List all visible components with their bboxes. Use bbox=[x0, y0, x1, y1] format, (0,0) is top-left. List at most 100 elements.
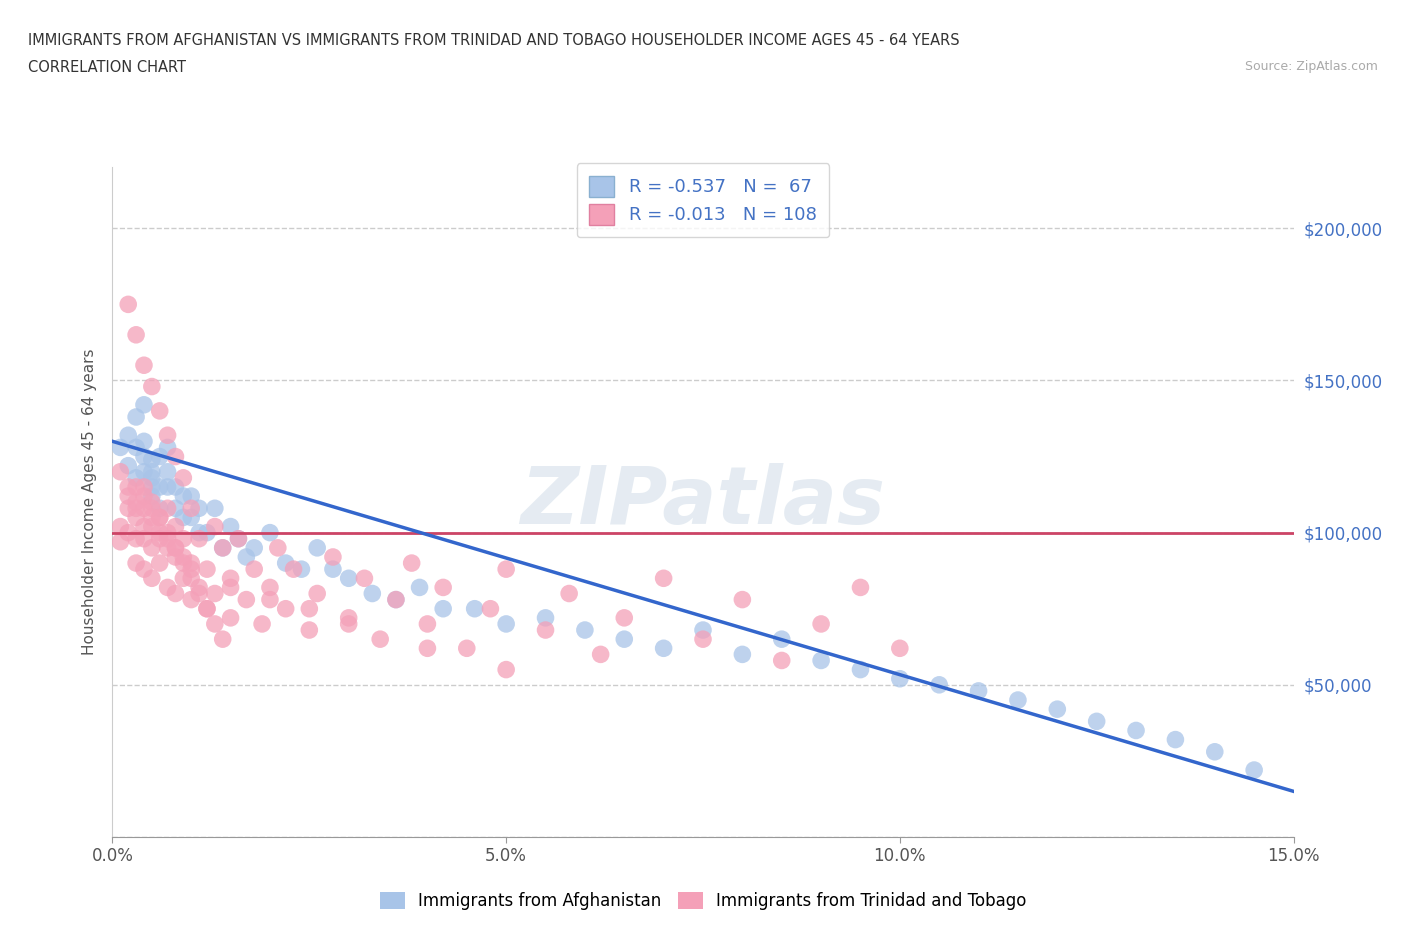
Point bbox=[652, 641, 675, 656]
Point bbox=[117, 488, 139, 503]
Point bbox=[692, 622, 714, 637]
Point bbox=[298, 602, 321, 617]
Point bbox=[149, 555, 172, 570]
Point bbox=[188, 586, 211, 601]
Point bbox=[307, 586, 329, 601]
Point bbox=[149, 510, 172, 525]
Point bbox=[1204, 744, 1226, 759]
Point bbox=[298, 622, 321, 637]
Point bbox=[432, 580, 454, 595]
Point bbox=[156, 501, 179, 516]
Point bbox=[322, 562, 344, 577]
Point bbox=[117, 297, 139, 312]
Point bbox=[165, 540, 187, 555]
Point bbox=[132, 519, 155, 534]
Point bbox=[141, 464, 163, 479]
Point bbox=[188, 501, 211, 516]
Point bbox=[172, 488, 194, 503]
Point bbox=[141, 379, 163, 394]
Point bbox=[172, 471, 194, 485]
Point bbox=[464, 602, 486, 617]
Point bbox=[283, 562, 305, 577]
Point bbox=[156, 525, 179, 540]
Point bbox=[731, 592, 754, 607]
Point bbox=[149, 525, 172, 540]
Point bbox=[125, 480, 148, 495]
Point bbox=[228, 531, 250, 546]
Point bbox=[132, 488, 155, 503]
Point bbox=[353, 571, 375, 586]
Point bbox=[125, 510, 148, 525]
Point bbox=[810, 617, 832, 631]
Point bbox=[889, 641, 911, 656]
Point bbox=[1243, 763, 1265, 777]
Point bbox=[416, 641, 439, 656]
Point bbox=[110, 440, 132, 455]
Point bbox=[361, 586, 384, 601]
Point bbox=[558, 586, 581, 601]
Point bbox=[141, 501, 163, 516]
Point bbox=[385, 592, 408, 607]
Point bbox=[132, 397, 155, 412]
Point bbox=[195, 602, 218, 617]
Point bbox=[589, 647, 612, 662]
Point bbox=[1125, 723, 1147, 737]
Point bbox=[849, 662, 872, 677]
Point bbox=[219, 519, 242, 534]
Point bbox=[337, 610, 360, 625]
Point bbox=[110, 519, 132, 534]
Point bbox=[219, 610, 242, 625]
Point bbox=[219, 571, 242, 586]
Point bbox=[188, 580, 211, 595]
Point bbox=[117, 525, 139, 540]
Point bbox=[307, 540, 329, 555]
Point bbox=[149, 480, 172, 495]
Point bbox=[141, 510, 163, 525]
Point bbox=[141, 480, 163, 495]
Point bbox=[322, 550, 344, 565]
Point bbox=[141, 452, 163, 467]
Point bbox=[235, 592, 257, 607]
Point bbox=[132, 501, 155, 516]
Point bbox=[180, 501, 202, 516]
Point bbox=[180, 510, 202, 525]
Point bbox=[188, 525, 211, 540]
Point bbox=[156, 480, 179, 495]
Point bbox=[204, 586, 226, 601]
Point bbox=[195, 525, 218, 540]
Point bbox=[849, 580, 872, 595]
Point bbox=[132, 464, 155, 479]
Text: IMMIGRANTS FROM AFGHANISTAN VS IMMIGRANTS FROM TRINIDAD AND TOBAGO HOUSEHOLDER I: IMMIGRANTS FROM AFGHANISTAN VS IMMIGRANT… bbox=[28, 33, 960, 47]
Point bbox=[495, 662, 517, 677]
Point bbox=[172, 555, 194, 570]
Point bbox=[149, 404, 172, 418]
Point bbox=[172, 510, 194, 525]
Point bbox=[172, 571, 194, 586]
Point bbox=[165, 550, 187, 565]
Point bbox=[132, 449, 155, 464]
Point bbox=[172, 550, 194, 565]
Point bbox=[180, 562, 202, 577]
Point bbox=[125, 531, 148, 546]
Point bbox=[110, 535, 132, 550]
Text: CORRELATION CHART: CORRELATION CHART bbox=[28, 60, 186, 75]
Point bbox=[211, 631, 233, 646]
Point bbox=[180, 488, 202, 503]
Point bbox=[770, 631, 793, 646]
Point bbox=[165, 586, 187, 601]
Point bbox=[141, 488, 163, 503]
Point bbox=[337, 617, 360, 631]
Point bbox=[731, 647, 754, 662]
Point bbox=[534, 622, 557, 637]
Point bbox=[141, 571, 163, 586]
Text: Source: ZipAtlas.com: Source: ZipAtlas.com bbox=[1244, 60, 1378, 73]
Point bbox=[132, 531, 155, 546]
Point bbox=[180, 555, 202, 570]
Point bbox=[156, 464, 179, 479]
Point bbox=[928, 677, 950, 692]
Point bbox=[479, 602, 502, 617]
Legend: R = -0.537   N =  67, R = -0.013   N = 108: R = -0.537 N = 67, R = -0.013 N = 108 bbox=[576, 163, 830, 237]
Point bbox=[416, 617, 439, 631]
Point bbox=[195, 602, 218, 617]
Point bbox=[274, 555, 297, 570]
